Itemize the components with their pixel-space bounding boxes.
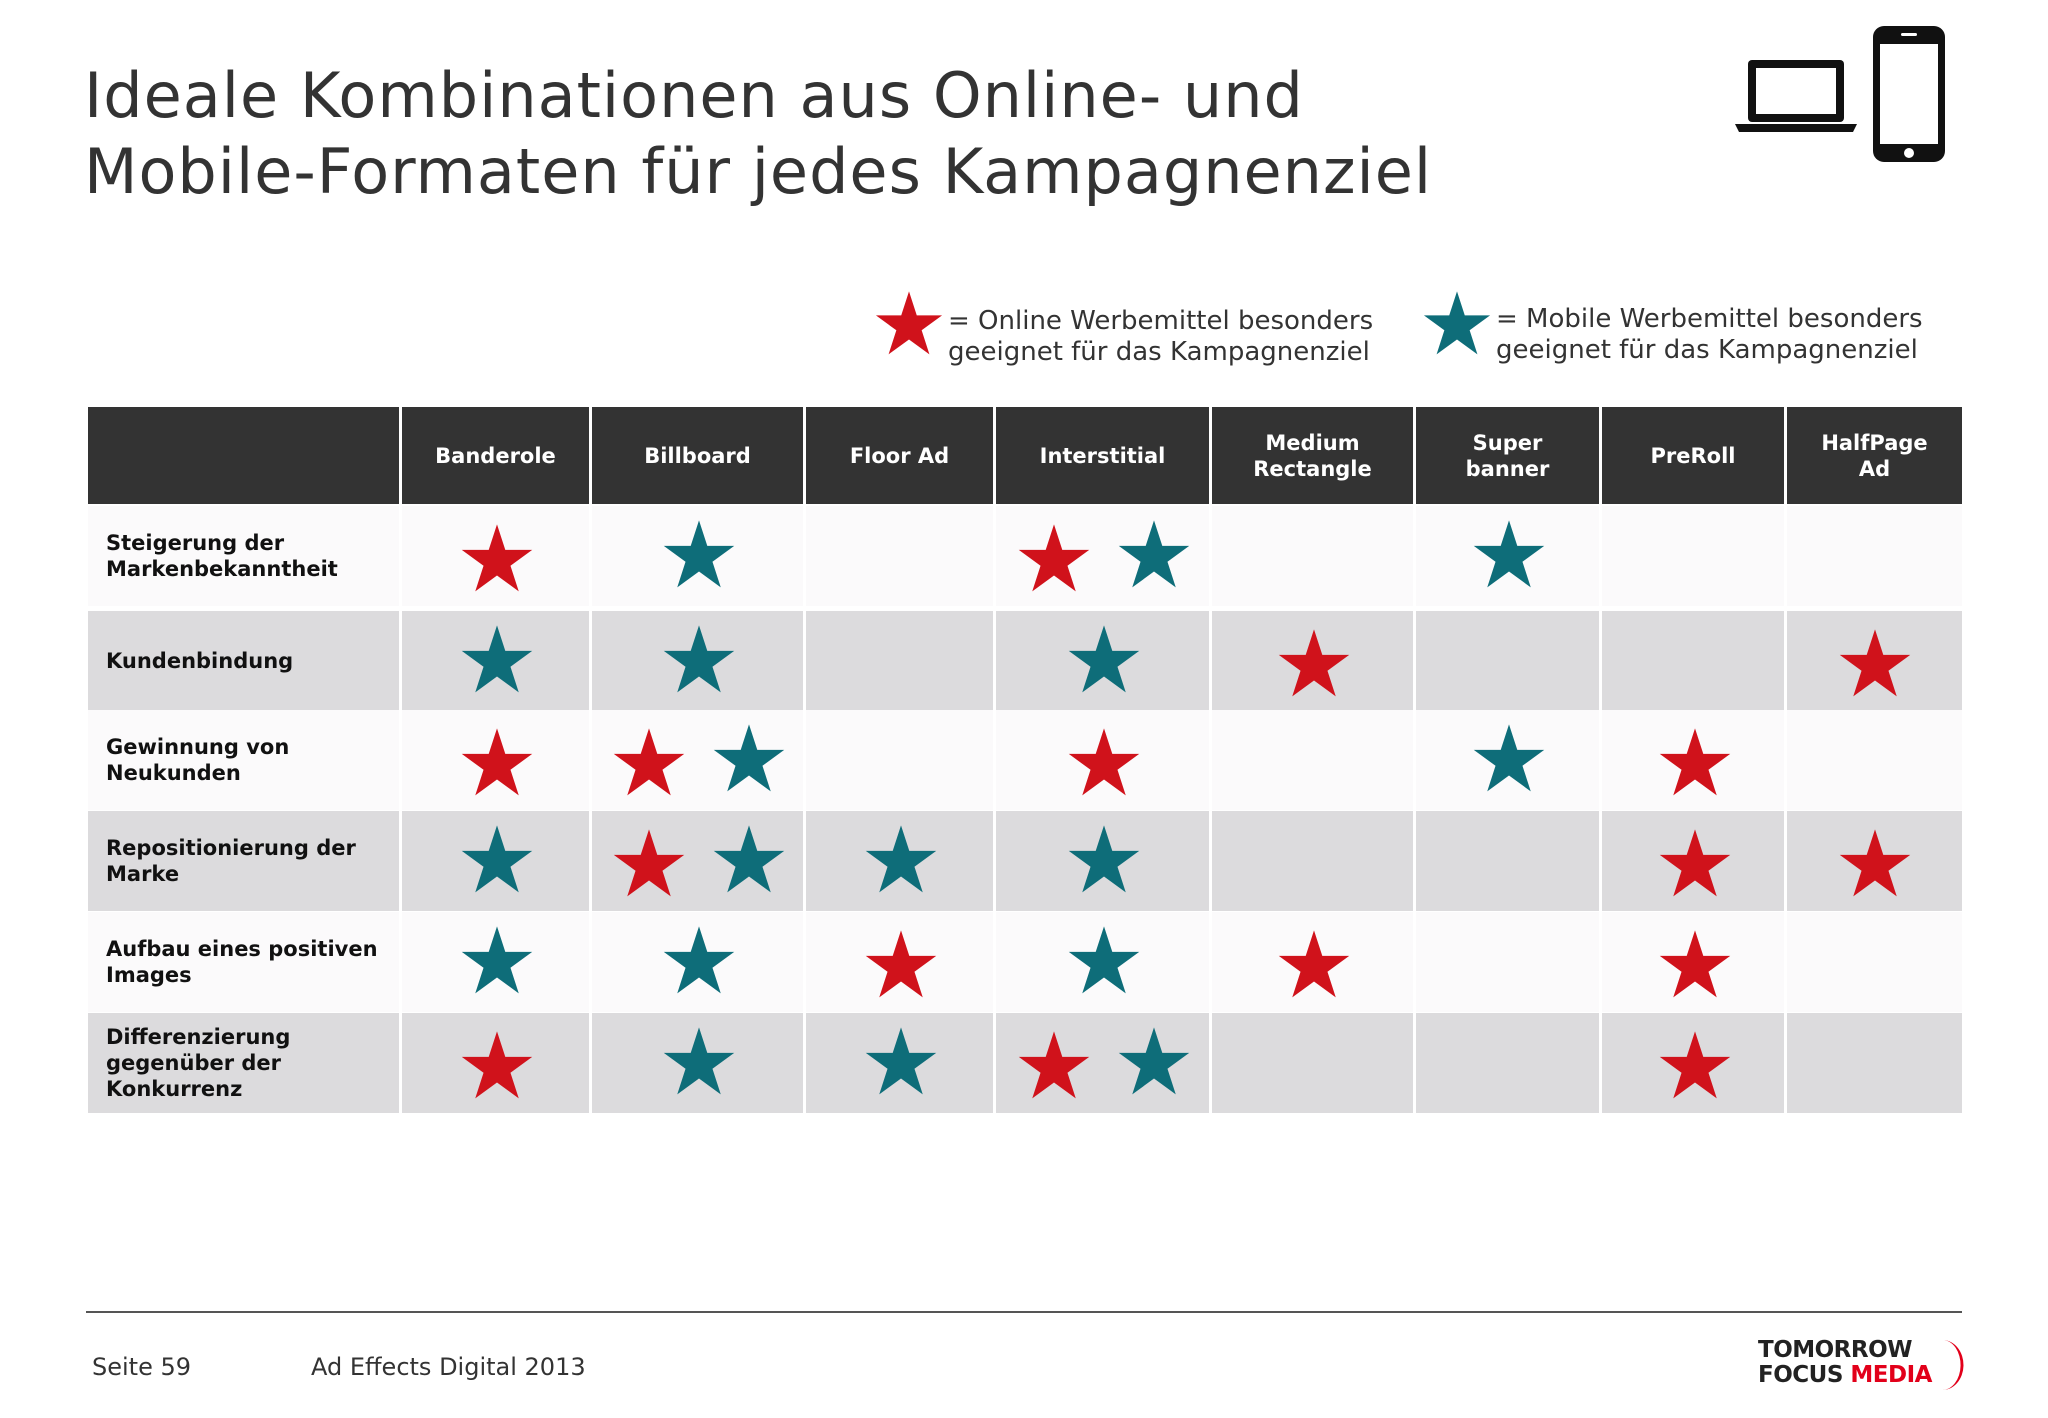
online-star-icon	[1659, 930, 1730, 998]
mobile-star-icon	[461, 625, 533, 693]
column-divider	[993, 407, 996, 1135]
legend-mobile-star-icon	[1423, 291, 1491, 355]
column-divider	[803, 407, 806, 1135]
mobile-star-icon	[663, 520, 735, 588]
brand-logo: TOMORROW FOCUS MEDIA	[1758, 1336, 1968, 1396]
mobile-star-icon	[1473, 724, 1545, 792]
device-icons	[1735, 26, 1945, 162]
mobile-star-icon	[713, 724, 785, 792]
online-star-icon	[461, 728, 533, 796]
column-header: Banderole	[402, 407, 589, 504]
column-header: Super banner	[1416, 407, 1599, 504]
online-star-icon	[613, 728, 685, 796]
legend-mobile-text-1: = Mobile Werbemittel besonders	[1496, 304, 1923, 334]
legend-online-text-1: = Online Werbemittel besonders	[948, 306, 1374, 336]
mobile-star-icon	[461, 926, 533, 994]
row-label: Steigerung der Markenbekanntheit	[106, 531, 338, 581]
logo-text-line-1: TOMORROW	[1758, 1337, 1913, 1363]
page-number: Seite 59	[92, 1353, 192, 1381]
online-star-icon	[1278, 930, 1350, 998]
logo-text-focus: FOCUS	[1758, 1362, 1851, 1388]
logo-text-media: MEDIA	[1850, 1362, 1932, 1388]
column-divider	[1209, 407, 1212, 1135]
column-header: Interstitial	[996, 407, 1209, 504]
online-star-icon	[1839, 629, 1910, 697]
column-divider	[1784, 407, 1787, 1135]
online-star-icon	[865, 930, 937, 998]
column-header: Medium Rectangle	[1212, 407, 1413, 504]
logo-mark-icon	[1942, 1340, 1964, 1391]
mobile-star-icon	[865, 825, 937, 893]
column-divider	[589, 407, 592, 1135]
page-title-line-2: Mobile-Formaten für jedes Kampagnenziel	[84, 135, 1433, 208]
page-title: Ideale Kombinationen aus Online- und Mob…	[84, 58, 1584, 210]
mobile-star-icon	[713, 825, 785, 893]
legend-online-star-icon	[875, 291, 943, 355]
mobile-star-icon	[663, 1027, 735, 1095]
column-header: PreRoll	[1602, 407, 1784, 504]
online-star-icon	[461, 524, 533, 592]
mobile-star-icon	[663, 926, 735, 994]
column-header: Floor Ad	[806, 407, 993, 504]
online-star-icon	[1018, 1031, 1090, 1099]
column-divider	[1413, 407, 1416, 1135]
column-header: Billboard	[592, 407, 803, 504]
mobile-star-icon	[1118, 520, 1190, 588]
row-label: Differenzierung gegenüber der Konkurrenz	[106, 1025, 291, 1101]
online-star-icon	[461, 1031, 533, 1099]
column-divider	[1599, 407, 1602, 1135]
laptop-icon	[1735, 60, 1857, 132]
mobile-star-icon	[461, 825, 533, 893]
column-header: HalfPage Ad	[1787, 407, 1962, 504]
online-star-icon	[1278, 629, 1350, 697]
online-star-icon	[613, 829, 685, 897]
mobile-star-icon	[1068, 625, 1140, 693]
format-matrix-table: Banderole Billboard Floor Ad Interstitial Me…	[88, 407, 1962, 1135]
mobile-star-icon	[1068, 825, 1140, 893]
row-label: Gewinnung von Neukunden	[106, 735, 290, 785]
mobile-star-icon	[663, 625, 735, 693]
online-star-icon	[1839, 829, 1910, 897]
footer-divider	[86, 1311, 1962, 1313]
column-divider	[399, 407, 402, 1135]
legend-mobile-text-2: geeignet für das Kampagnenziel	[1496, 335, 1918, 365]
online-star-icon	[1659, 829, 1730, 897]
online-star-icon	[1068, 728, 1140, 796]
row-label: Kundenbindung	[106, 649, 294, 673]
mobile-star-icon	[865, 1027, 937, 1095]
row-label: Aufbau eines positiven Images	[106, 937, 378, 987]
online-star-icon	[1018, 524, 1090, 592]
legend-online-text-2: geeignet für das Kampagnenziel	[948, 337, 1370, 367]
table-header-corner	[88, 407, 399, 504]
online-star-icon	[1659, 728, 1730, 796]
online-star-icon	[1659, 1031, 1730, 1099]
mobile-star-icon	[1473, 520, 1545, 588]
mobile-star-icon	[1118, 1027, 1190, 1095]
row-label: Repositionierung der Marke	[106, 836, 356, 886]
mobile-star-icon	[1068, 926, 1140, 994]
page-title-line-1: Ideale Kombinationen aus Online- und	[84, 59, 1304, 132]
smartphone-icon	[1873, 26, 1945, 162]
source-label: Ad Effects Digital 2013	[311, 1353, 586, 1381]
